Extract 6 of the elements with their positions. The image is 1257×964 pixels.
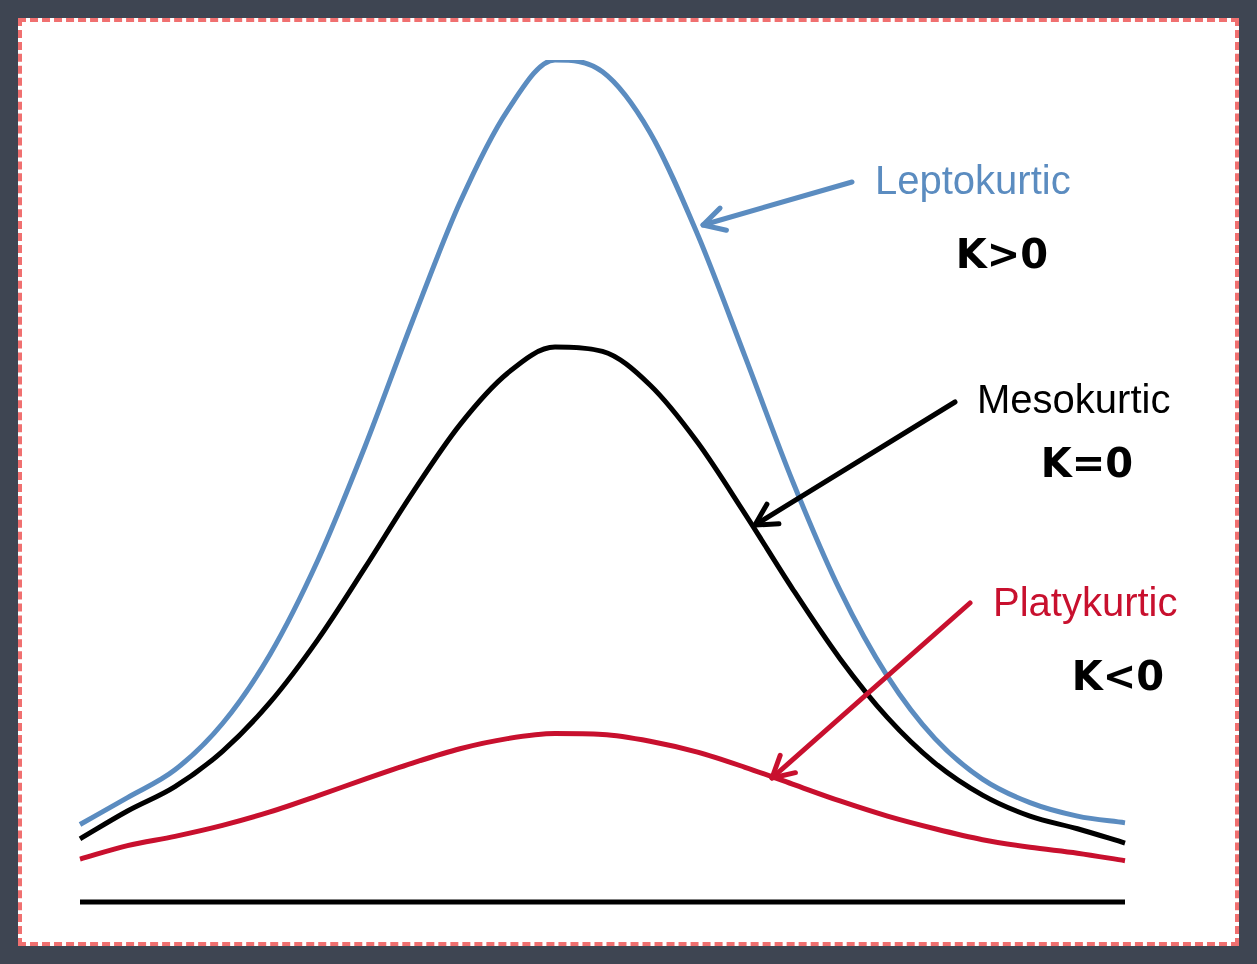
- annotation: K>0: [955, 231, 1049, 278]
- text: Mesokurtic: [977, 377, 1171, 422]
- annotation: K=0: [1040, 440, 1134, 487]
- legend-label: Leptokurtic: [875, 158, 1071, 203]
- text: Platykurtic: [993, 580, 1178, 625]
- annotation: K<0: [1071, 653, 1165, 700]
